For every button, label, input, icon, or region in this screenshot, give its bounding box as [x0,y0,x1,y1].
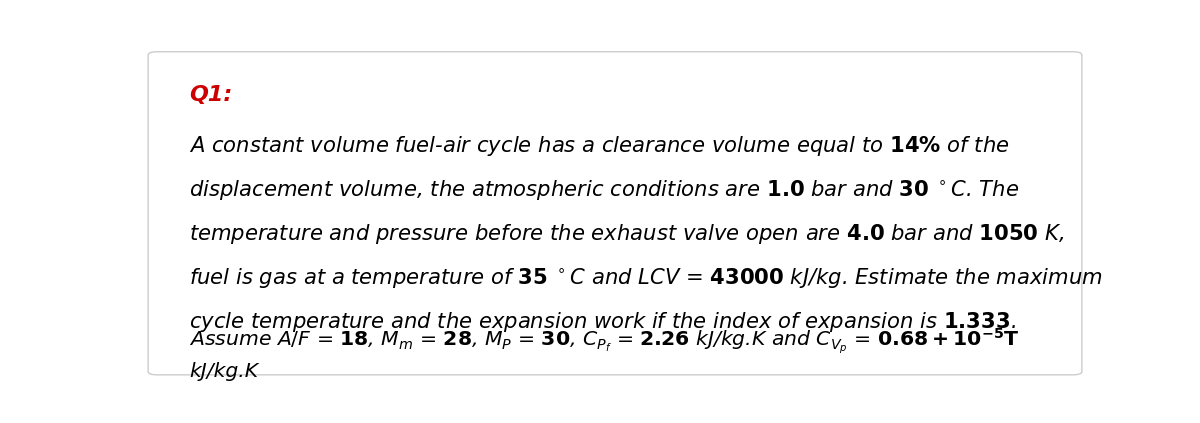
Text: Assume $A/F$ = $\mathbf{18}$, $M_m$ = $\mathbf{28}$, $M_P$ = $\mathbf{30}$, $C_{: Assume $A/F$ = $\mathbf{18}$, $M_m$ = $\… [190,326,1020,356]
Text: kJ/kg.K: kJ/kg.K [190,362,258,381]
Text: A constant volume fuel-air cycle has a clearance volume equal to $\mathbf{14\%}$: A constant volume fuel-air cycle has a c… [190,134,1009,158]
Text: displacement volume, the atmospheric conditions are $\mathbf{1.0}$ bar and $\mat: displacement volume, the atmospheric con… [190,178,1019,202]
Text: Q1:: Q1: [190,85,233,105]
Text: fuel is gas at a temperature of $\mathbf{35}$ $^\circ$C and LCV = $\mathbf{43000: fuel is gas at a temperature of $\mathbf… [190,266,1103,290]
Text: cycle temperature and the expansion work if the index of expansion is $\mathbf{1: cycle temperature and the expansion work… [190,310,1016,334]
FancyBboxPatch shape [148,52,1082,375]
Text: temperature and pressure before the exhaust valve open are $\mathbf{4.0}$ bar an: temperature and pressure before the exha… [190,222,1064,246]
